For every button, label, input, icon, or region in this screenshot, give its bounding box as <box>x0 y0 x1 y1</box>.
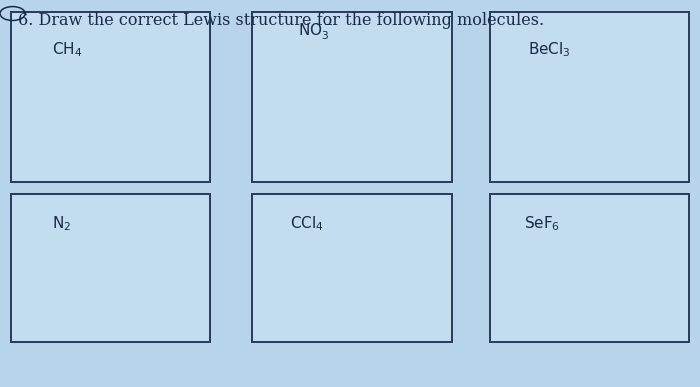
FancyBboxPatch shape <box>490 194 690 342</box>
FancyBboxPatch shape <box>10 194 210 342</box>
Text: $\mathrm{SeF_6}$: $\mathrm{SeF_6}$ <box>524 215 560 233</box>
FancyBboxPatch shape <box>252 194 452 342</box>
Text: $\mathrm{CCl_4}$: $\mathrm{CCl_4}$ <box>290 215 324 233</box>
Text: $\mathrm{N_2}$: $\mathrm{N_2}$ <box>52 215 71 233</box>
FancyBboxPatch shape <box>490 12 690 182</box>
Text: 6. Draw the correct Lewis structure for the following molecules.: 6. Draw the correct Lewis structure for … <box>18 12 544 29</box>
FancyBboxPatch shape <box>10 12 210 182</box>
FancyBboxPatch shape <box>252 12 452 182</box>
Text: $\mathrm{BeCl_3}$: $\mathrm{BeCl_3}$ <box>528 41 571 59</box>
Text: $\mathrm{CH_4}$: $\mathrm{CH_4}$ <box>52 41 83 59</box>
Text: $\mathrm{NO_3^-}$: $\mathrm{NO_3^-}$ <box>298 21 333 42</box>
